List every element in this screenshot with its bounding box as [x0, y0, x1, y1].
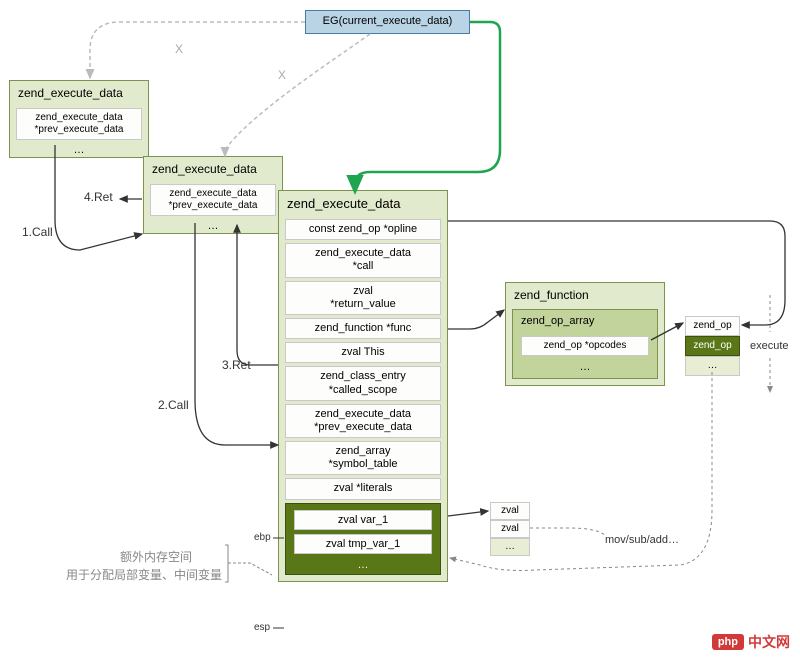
logo-badge: php: [712, 634, 744, 650]
label-ret3: 3.Ret: [222, 358, 251, 372]
label-call1: 1.Call: [22, 225, 53, 239]
zf-inner: zend_op_array zend_op *opcodes …: [512, 309, 658, 379]
label-zh2: 用于分配局部变量、中间变量: [66, 566, 222, 583]
zed3-field-1: zend_execute_data *call: [285, 243, 441, 277]
label-ret4: 4.Ret: [84, 190, 113, 204]
eg-box: EG(current_execute_data): [305, 10, 470, 34]
zf-inner-field: zend_op *opcodes: [521, 336, 649, 356]
ops-2: …: [685, 356, 740, 376]
zed2-box: zend_execute_data zend_execute_data *pre…: [143, 156, 283, 234]
zf-inner-dots: …: [513, 360, 657, 374]
zed3-dark-dots: …: [286, 558, 440, 572]
zed3-field-6: zend_execute_data *prev_execute_data: [285, 404, 441, 438]
logo: php 中文网: [712, 632, 790, 652]
zf-inner-title: zend_op_array: [513, 310, 657, 332]
zed3-field-2: zval *return_value: [285, 281, 441, 315]
label-x1: X: [175, 42, 183, 56]
zf-title: zend_function: [506, 283, 664, 307]
zed3-field-0: const zend_op *opline: [285, 219, 441, 240]
zed3-field-8: zval *literals: [285, 478, 441, 499]
lit-1: zval: [490, 520, 530, 538]
zed3-dark-0: zval var_1: [294, 510, 432, 530]
zed1-dots: …: [10, 143, 148, 157]
ops-1: zend_op: [685, 336, 740, 356]
logo-text: 中文网: [748, 632, 790, 652]
zed3-dark: zval var_1 zval tmp_var_1 …: [285, 503, 441, 575]
label-execute: execute: [750, 340, 789, 352]
lit-2: …: [490, 538, 530, 556]
ops-0: zend_op: [685, 316, 740, 336]
zed3-dark-1: zval tmp_var_1: [294, 534, 432, 554]
zed1-title: zend_execute_data: [10, 81, 148, 105]
lit-0: zval: [490, 502, 530, 520]
eg-label: EG(current_execute_data): [323, 15, 453, 27]
ops-list: zend_op zend_op …: [685, 316, 740, 376]
label-ebp: ebp: [254, 532, 271, 543]
zed2-field: zend_execute_data *prev_execute_data: [150, 184, 276, 216]
zed1-field: zend_execute_data *prev_execute_data: [16, 108, 142, 140]
zed3-field-4: zval This: [285, 342, 441, 363]
zed2-title: zend_execute_data: [144, 157, 282, 181]
literals-list: zval zval …: [490, 502, 530, 556]
label-call2: 2.Call: [158, 398, 189, 412]
zed3-box: zend_execute_data const zend_op *opline …: [278, 190, 448, 582]
zed3-field-3: zend_function *func: [285, 318, 441, 339]
label-mov: mov/sub/add…: [605, 534, 679, 546]
zed2-dots: …: [144, 219, 282, 233]
zf-box: zend_function zend_op_array zend_op *opc…: [505, 282, 665, 386]
label-esp: esp: [254, 622, 270, 633]
zed3-field-5: zend_class_entry *called_scope: [285, 366, 441, 400]
label-zh1: 额外内存空间: [120, 548, 192, 565]
label-x2: X: [278, 68, 286, 82]
zed3-field-7: zend_array *symbol_table: [285, 441, 441, 475]
zed3-title: zend_execute_data: [279, 191, 447, 216]
zed1-box: zend_execute_data zend_execute_data *pre…: [9, 80, 149, 158]
